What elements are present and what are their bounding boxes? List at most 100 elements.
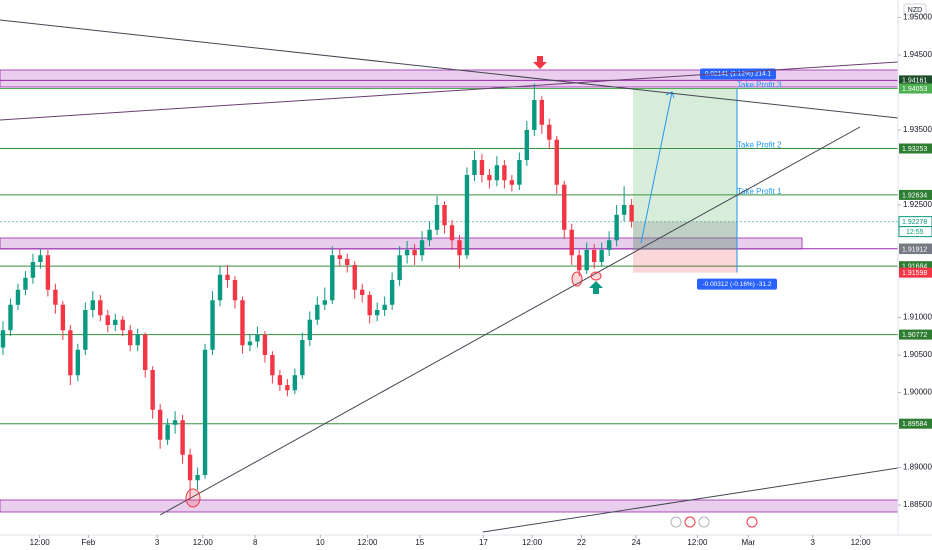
y-tick-label: 1.91000: [903, 313, 932, 322]
candle-body: [404, 249, 410, 256]
open-range: [633, 221, 737, 250]
candle-body: [614, 214, 619, 241]
x-tick-label: Mar: [741, 538, 755, 547]
candle-body: [524, 129, 530, 160]
x-tick-label: 3: [810, 538, 815, 547]
up-arrow: [589, 281, 603, 294]
loss-zone: [633, 249, 737, 273]
candle-body: [569, 229, 574, 256]
take-profit-label: Take Profit 2: [737, 141, 782, 150]
candle-body: [45, 255, 51, 290]
x-tick-label: 12:00: [357, 538, 378, 547]
y-tick-label: 1.94500: [903, 50, 932, 59]
candle-body: [113, 319, 118, 325]
candle-body: [195, 474, 200, 481]
candle-body: [53, 289, 58, 305]
candle-body: [337, 255, 342, 259]
trendline: [159, 126, 861, 516]
candle-body: [277, 375, 283, 385]
candle-body: [202, 349, 208, 475]
x-tick-label: 12:00: [851, 538, 872, 547]
price-label-box: [899, 418, 932, 429]
candle-body: [434, 204, 440, 230]
candle-body: [262, 334, 268, 355]
candle-body: [8, 304, 13, 331]
candle-body: [397, 255, 402, 280]
x-tick-label: 10: [316, 538, 325, 547]
candle-body: [83, 309, 88, 350]
candle-body: [509, 180, 515, 185]
candle-body: [90, 300, 95, 310]
candle-body: [210, 300, 215, 350]
price-label-box: [899, 261, 932, 272]
candle-body: [517, 159, 522, 185]
candle-body: [352, 264, 357, 290]
price-label-box: [899, 83, 932, 94]
candle-body: [270, 354, 275, 376]
x-tick-label: 3: [155, 538, 160, 547]
currency: NZD: [908, 7, 922, 14]
y-tick-label: 1.89000: [903, 463, 932, 472]
path-arrow: [640, 91, 675, 244]
x-tick-label: Feb: [81, 538, 95, 547]
x-tick-label: 12:00: [522, 538, 543, 547]
candle-body: [547, 124, 552, 140]
price-label: 1.91598: [902, 270, 927, 277]
candle-body: [419, 240, 425, 256]
price-label: 1.93253: [902, 146, 927, 153]
candle-body: [629, 204, 634, 222]
candles: [0, 83, 634, 500]
candle-body: [300, 339, 305, 376]
candle-body: [487, 174, 492, 181]
y-tick-label: 1.92500: [903, 200, 932, 209]
candle-body: [68, 330, 73, 376]
y-tick-label: 1.88500: [903, 500, 932, 509]
price-label: 1.92634: [902, 192, 927, 199]
candle-body: [449, 225, 455, 241]
currency-badge[interactable]: [903, 3, 927, 16]
profit-label: 0.02141 (1.12%) 214.1: [705, 71, 772, 78]
event-icon[interactable]: [746, 516, 758, 528]
candle-body: [157, 409, 163, 440]
price-label-box: [899, 143, 932, 154]
price-label-box: [899, 244, 932, 255]
candle-body: [367, 294, 372, 316]
candle-body: [360, 289, 365, 295]
trendline: [0, 61, 899, 121]
candle-body: [38, 255, 43, 262]
loss-label-box: [697, 278, 777, 290]
levels: [0, 79, 898, 425]
candle-body: [128, 330, 133, 346]
axis: 1.95000 1.94500 1.93500 1.92500 1.91000 1.905…: [30, 13, 932, 547]
y-tick-label: 1.93500: [903, 125, 932, 134]
price-label: 1.91912: [902, 246, 927, 253]
candle-body: [494, 165, 500, 181]
x-tick-label: 15: [415, 538, 424, 547]
candle-body: [442, 204, 447, 226]
candle-body: [172, 420, 178, 425]
price-label: 1.91684: [902, 264, 927, 271]
event-icon[interactable]: [698, 516, 710, 528]
price-label-box: [899, 75, 932, 86]
candle-body: [562, 184, 567, 230]
candle-body: [606, 240, 612, 250]
event-icon[interactable]: [684, 516, 696, 528]
candle-body: [345, 258, 350, 265]
candle-body: [554, 139, 559, 185]
candle-body: [0, 330, 6, 348]
x-tick-label: 12:00: [30, 538, 51, 547]
candle-body: [464, 174, 470, 256]
event-icon[interactable]: [670, 516, 682, 528]
candle-body: [389, 279, 395, 305]
candle-body: [142, 334, 148, 370]
candle-body: [621, 204, 627, 215]
candle-body: [23, 277, 28, 290]
candle-body: [98, 300, 103, 316]
candle-body: [240, 300, 245, 346]
candle-body: [412, 249, 417, 256]
candle-body: [599, 249, 604, 262]
take-profit-label: Take Profit 3: [737, 81, 782, 90]
take-profit-label: Take Profit 1: [737, 187, 782, 196]
y-tick-label: 1.95000: [903, 13, 932, 22]
